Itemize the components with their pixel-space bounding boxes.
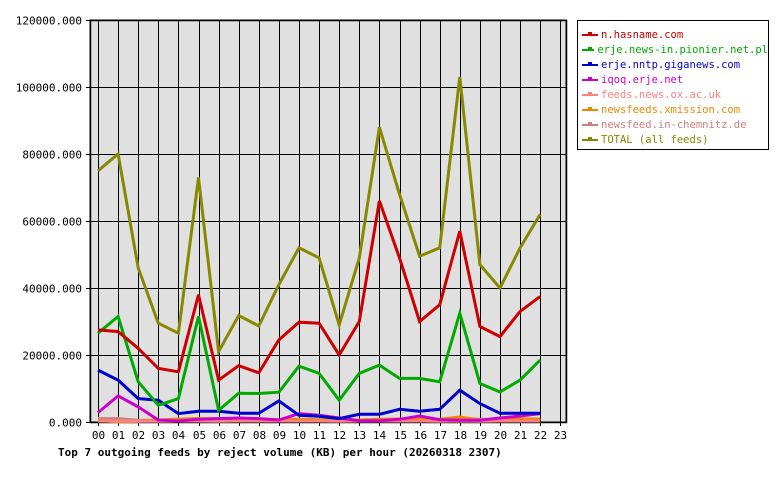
legend-line-marker-icon [582,46,595,51]
x-tick-label: 16 [414,429,427,442]
series-line-1 [97,307,542,414]
legend-label: feeds.news.ox.ac.uk [601,88,722,101]
legend-item: TOTAL (all feeds) [578,132,768,147]
legend-item: erje.news-in.pionier.net.pl [578,42,768,57]
x-tick-label: 17 [434,429,447,442]
x-tick-label: 08 [253,429,266,442]
legend-label: erje.news-in.pionier.net.pl [597,43,768,56]
legend-item: erje.nntp.giganews.com [578,57,768,72]
series-line-7 [97,76,542,357]
y-tick-label: 80000.000 [22,149,82,162]
x-tick-label: 07 [233,429,246,442]
x-tick-label: 14 [373,429,387,442]
x-tick-label: 09 [273,429,286,442]
legend-line-marker-icon [582,136,598,141]
x-tick-label: 04 [172,429,186,442]
x-tick-label: 01 [112,429,125,442]
legend-line-marker-icon [582,76,598,81]
legend-item: feeds.news.ox.ac.uk [578,87,768,102]
x-tick-label: 10 [293,429,306,442]
chart-title: Top 7 outgoing feeds by reject volume (K… [58,446,502,459]
x-tick-label: 12 [333,429,346,442]
legend-label: newsfeeds.xmission.com [601,103,741,116]
y-tick-label: 0.000 [49,417,82,430]
legend-label: n.hasname.com [601,28,684,41]
legend-line-marker-icon [582,121,598,126]
x-tick-label: 13 [353,429,366,442]
legend-item: newsfeed.in-chemnitz.de [578,117,768,132]
x-tick-label: 23 [554,429,567,442]
x-tick-label: 19 [474,429,487,442]
legend-line-marker-icon [582,106,598,111]
legend-line-marker-icon [582,31,598,36]
x-tick-label: 15 [394,429,407,442]
x-tick-label: 18 [454,429,467,442]
legend-label: newsfeed.in-chemnitz.de [601,118,747,131]
x-tick-label: 00 [92,429,105,442]
legend-line-marker-icon [582,61,598,66]
legend: n.hasname.com erje.news-in.pionier.net.pl… [577,20,769,150]
series-lines [97,76,542,424]
legend-line-marker-icon [582,91,598,96]
y-tick-label: 20000.000 [22,350,82,363]
legend-item: n.hasname.com [578,27,768,42]
legend-item: newsfeeds.xmission.com [578,102,768,117]
legend-label: erje.nntp.giganews.com [601,58,741,71]
legend-item: iqoq.erje.net [578,72,768,87]
series-line-2 [97,368,541,421]
y-tick-label: 40000.000 [22,283,82,296]
x-tick-label: 20 [494,429,507,442]
x-tick-label: 06 [213,429,226,442]
x-tick-label: 02 [132,429,145,442]
legend-label: iqoq.erje.net [601,73,684,86]
y-tick-label: 120000.000 [16,15,82,28]
x-tick-label: 22 [534,429,547,442]
y-axis: 0.000 20000.000 40000.000 60000.000 80000.00… [16,15,90,430]
x-tick-label: 11 [313,429,326,442]
series-line-0 [97,200,542,383]
legend-label: TOTAL (all feeds) [601,133,709,146]
x-tick-label: 05 [193,429,206,442]
y-tick-label: 60000.000 [22,216,82,229]
x-tick-label: 21 [514,429,527,442]
x-tick-label: 03 [152,429,165,442]
x-axis: 00 01 02 03 04 05 06 07 08 09 10 11 12 13 14 15 16 17 18 19… [92,422,567,442]
y-tick-label: 100000.000 [16,82,82,95]
